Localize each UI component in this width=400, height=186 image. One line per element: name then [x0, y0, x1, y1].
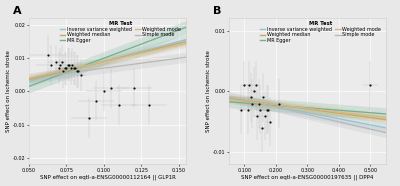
Point: [246, 84, 252, 87]
Point: [93, 100, 100, 103]
Point: [244, 108, 251, 111]
Point: [116, 103, 122, 106]
X-axis label: SNP effect on eqtl-a-ENSG00000112164 || GLP1R: SNP effect on eqtl-a-ENSG00000112164 || …: [40, 175, 175, 180]
Point: [238, 108, 244, 111]
Point: [78, 73, 84, 76]
Point: [68, 67, 74, 70]
X-axis label: SNP effect on eqtl-a-ENSG00000197635 || DPP4: SNP effect on eqtl-a-ENSG00000197635 || …: [241, 175, 374, 180]
Point: [75, 70, 82, 73]
Point: [57, 63, 64, 66]
Y-axis label: SNP effect on Ischemic stroke: SNP effect on Ischemic stroke: [206, 50, 210, 132]
Point: [56, 67, 62, 70]
Point: [100, 90, 107, 93]
Text: B: B: [213, 6, 221, 15]
Point: [266, 120, 273, 123]
Point: [70, 67, 77, 70]
Point: [252, 84, 259, 87]
Point: [241, 84, 248, 87]
Point: [259, 126, 265, 129]
Point: [72, 67, 78, 70]
Point: [276, 102, 282, 105]
Point: [146, 103, 152, 106]
Point: [74, 70, 80, 73]
Point: [262, 114, 268, 117]
Point: [60, 70, 66, 73]
Point: [48, 63, 54, 66]
Point: [254, 114, 260, 117]
Y-axis label: SNP effect on Ischemic stroke: SNP effect on Ischemic stroke: [6, 50, 10, 132]
Point: [256, 102, 262, 105]
Point: [108, 87, 114, 90]
Point: [58, 60, 65, 63]
Point: [248, 96, 254, 99]
Point: [63, 67, 70, 70]
Point: [249, 102, 256, 105]
Point: [260, 96, 266, 99]
Text: A: A: [13, 6, 22, 15]
Point: [62, 67, 68, 70]
Point: [367, 84, 374, 87]
Point: [265, 108, 271, 111]
Point: [130, 87, 137, 90]
Point: [251, 90, 257, 93]
Point: [86, 116, 92, 119]
Point: [257, 108, 264, 111]
Point: [64, 63, 71, 66]
Point: [69, 63, 76, 66]
Point: [45, 53, 52, 56]
Point: [263, 108, 270, 111]
Legend: Inverse variance weighted, Weighted median, MR Egger, Weighted mode, Simple mode: Inverse variance weighted, Weighted medi…: [260, 21, 381, 43]
Point: [66, 63, 72, 66]
Point: [52, 60, 59, 63]
Legend: Inverse variance weighted, Weighted median, MR Egger, Weighted mode, Simple mode: Inverse variance weighted, Weighted medi…: [60, 21, 181, 43]
